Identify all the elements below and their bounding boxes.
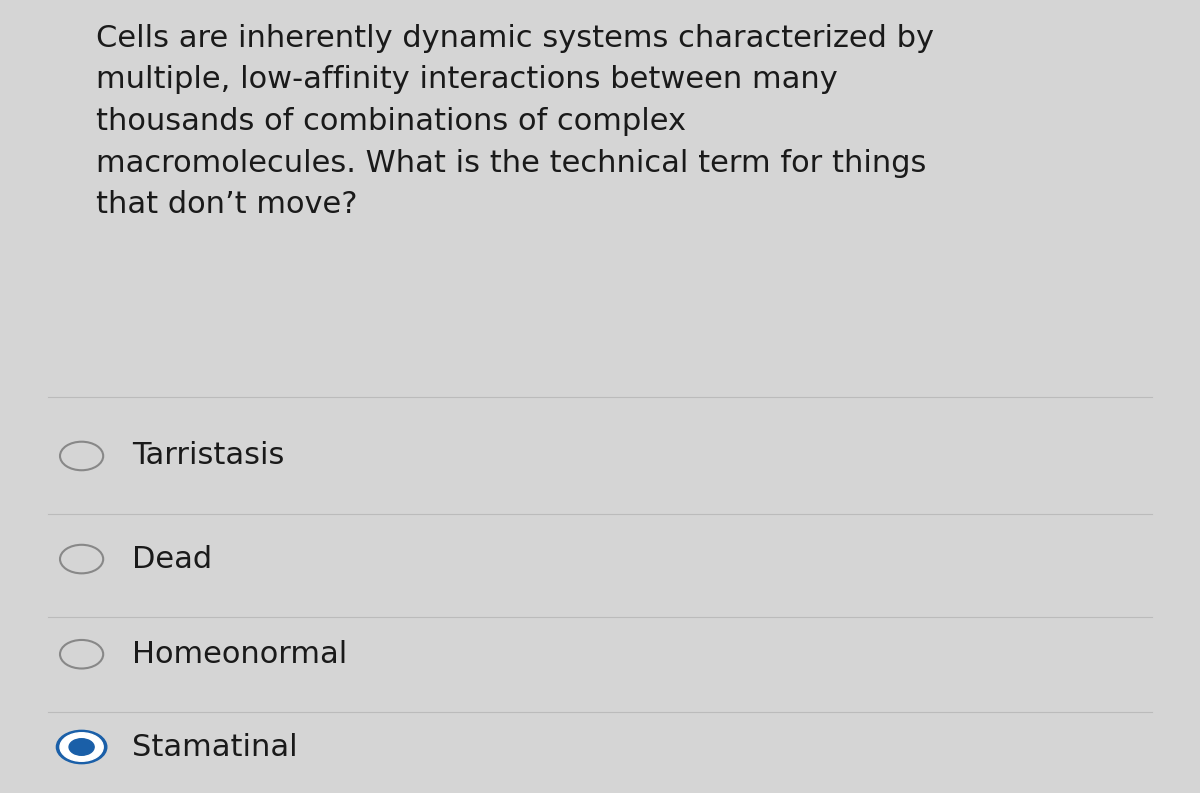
Text: Stamatinal: Stamatinal (132, 733, 298, 761)
Circle shape (56, 730, 107, 764)
Text: Homeonormal: Homeonormal (132, 640, 347, 668)
Circle shape (60, 733, 103, 761)
Text: Dead: Dead (132, 545, 212, 573)
Text: Tarristasis: Tarristasis (132, 442, 284, 470)
Text: Cells are inherently dynamic systems characterized by
multiple, low-affinity int: Cells are inherently dynamic systems cha… (96, 24, 934, 220)
Circle shape (70, 739, 94, 755)
